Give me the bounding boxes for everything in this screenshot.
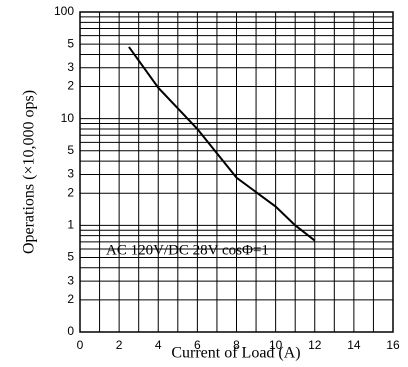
- x-tick-label: 8: [233, 338, 240, 352]
- y-tick-label: 3: [67, 167, 74, 181]
- x-tick-label: 2: [116, 338, 123, 352]
- y-tick-label: 10: [61, 111, 75, 125]
- y-tick-label: 3: [67, 60, 74, 74]
- y-axis-label: Operations (×10,000 ops): [21, 90, 38, 254]
- y-tick-label: 5: [67, 250, 74, 264]
- y-tick-label: 1: [67, 218, 74, 232]
- y-tick-label: 5: [67, 143, 74, 157]
- y-tick-label: 5: [67, 36, 74, 50]
- x-axis-label: Current of Load (A): [171, 345, 300, 362]
- x-tick-label: 14: [347, 338, 361, 352]
- x-tick-label: 12: [308, 338, 322, 352]
- y-tick-label: 2: [67, 292, 74, 306]
- x-tick-label: 10: [269, 338, 283, 352]
- y-tick-label: 2: [67, 185, 74, 199]
- y-tick-label: 0: [67, 324, 74, 338]
- annotation: AC 120V/DC 28V cosΦ=1: [106, 242, 269, 258]
- x-tick-label: 0: [77, 338, 84, 352]
- curve: [128, 46, 316, 242]
- y-tick-label: 3: [67, 273, 74, 287]
- x-tick-label: 4: [155, 338, 162, 352]
- y-tick-label: 2: [67, 79, 74, 93]
- x-tick-label: 16: [386, 338, 400, 352]
- x-tick-label: 6: [194, 338, 201, 352]
- y-tick-label: 100: [54, 4, 74, 18]
- plot-frame: [79, 11, 394, 333]
